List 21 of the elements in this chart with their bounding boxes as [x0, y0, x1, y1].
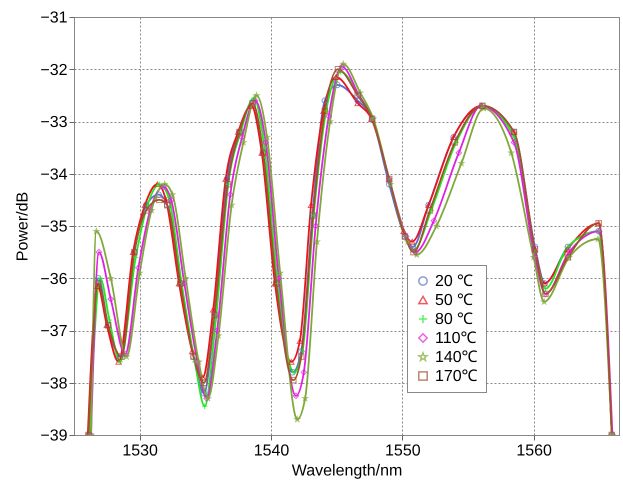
legend-label: 140℃ — [435, 349, 478, 366]
legend-label: 170℃ — [435, 368, 478, 385]
x-tick-label: 1560 — [516, 442, 552, 460]
y-tick-label: −35 — [40, 218, 68, 236]
y-tick-label: −33 — [40, 114, 68, 131]
legend-label: 20 ℃ — [435, 273, 474, 290]
legend-label: 80 ℃ — [435, 311, 474, 328]
y-tick-label: −39 — [40, 428, 68, 444]
y-tick-label: −36 — [40, 270, 68, 288]
legend-label: 50 ℃ — [435, 292, 474, 309]
y-tick-label: −37 — [40, 323, 68, 340]
y-tick-label: −34 — [40, 166, 68, 184]
x-axis-title: Wavelength/nm — [292, 462, 402, 480]
legend-label: 110℃ — [435, 330, 477, 347]
y-axis-title: Power/dB — [14, 192, 32, 262]
y-tick-label: −31 — [40, 10, 68, 26]
y-tick-label: −32 — [40, 62, 68, 79]
x-tick-label: 1540 — [254, 442, 290, 460]
x-tick-label: 1530 — [122, 442, 158, 460]
y-tick-label: −38 — [40, 375, 68, 392]
x-tick-label: 1550 — [385, 442, 421, 460]
